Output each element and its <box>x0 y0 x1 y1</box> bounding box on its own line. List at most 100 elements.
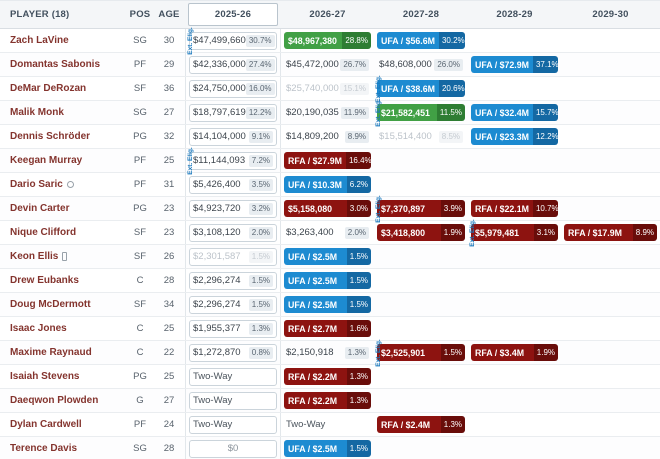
table-row: Doug McDermott SF 34 $2,296,274 1.5% UFA / $2… <box>0 293 660 317</box>
column-header-pos[interactable]: POS <box>127 1 153 28</box>
player-name[interactable]: Zach LaVine <box>10 35 69 46</box>
season-cell-2028-29: UFA / $32.4M 15.7% <box>468 101 561 124</box>
season-cell-2025-26: $2,301,587 1.5% <box>185 245 281 268</box>
cap-percentage-badge: 7.2% <box>248 154 273 167</box>
cap-percentage: 10.7% <box>532 200 558 217</box>
column-header-label: 2026-27 <box>309 9 346 20</box>
cap-percentage: 1.6% <box>346 320 371 337</box>
season-cell-2026-27: Two-Way <box>281 413 374 436</box>
season-cell-2027-28: $3,418,800 1.9% <box>374 221 468 244</box>
rfa-pill: RFA / $3.4M 1.9% <box>471 344 558 361</box>
player-cell: Maxime Raynaud <box>0 341 127 364</box>
note-icon[interactable] <box>66 181 74 188</box>
salary-box: $11,144,093 7.2% <box>189 151 277 170</box>
cap-percentage-badge: 1.5% <box>248 274 273 287</box>
player-name[interactable]: Domantas Sabonis <box>10 59 101 70</box>
season-cell-2025-26: $2,296,274 1.5% <box>185 293 281 316</box>
season-cell-2028-29: RFA / $3.4M 1.9% <box>468 341 561 364</box>
player-cell: Dennis Schröder <box>0 125 127 148</box>
column-header-player[interactable]: PLAYER (18) <box>0 1 127 28</box>
player-name[interactable]: Dennis Schröder <box>10 131 91 142</box>
position-cell: SG <box>127 437 153 459</box>
season-cell-2028-29: RFA / $22.1M 10.7% <box>468 197 561 220</box>
salary-amount: $2,301,587 <box>193 251 241 262</box>
column-header-2028-29[interactable]: 2028-29 <box>468 1 561 28</box>
age-cell: 36 <box>153 77 185 100</box>
two-way-label: Two-Way <box>193 419 233 430</box>
position-label: SG <box>133 443 147 454</box>
column-header-2027-28[interactable]: 2027-28 <box>374 1 468 28</box>
cap-percentage-badge: 11.9% <box>340 106 369 119</box>
ufa-pill: UFA / $23.3M 12.2% <box>471 128 558 145</box>
season-cell-2026-27: RFA / $2.2M 1.3% <box>281 365 374 388</box>
salary-value: Two-Way <box>284 419 371 430</box>
salary-value: $3,263,400 2.0% <box>284 226 371 239</box>
player-name[interactable]: Dylan Cardwell <box>10 419 82 430</box>
position-cell: SF <box>127 77 153 100</box>
player-name[interactable]: Malik Monk <box>10 107 64 118</box>
salary-amount: $2,296,274 <box>193 275 241 286</box>
player-name[interactable]: Devin Carter <box>10 203 70 214</box>
player-cell: DeMar DeRozan <box>0 77 127 100</box>
age-cell: 30 <box>153 29 185 52</box>
player-name[interactable]: Doug McDermott <box>10 299 91 310</box>
season-cell-2028-29 <box>468 269 561 292</box>
salary-amount: $4,923,720 <box>193 203 241 214</box>
column-header-2026-27[interactable]: 2026-27 <box>281 1 374 28</box>
salary-box: $18,797,619 12.2% <box>189 103 277 122</box>
player-name[interactable]: DeMar DeRozan <box>10 83 87 94</box>
player-name[interactable]: Drew Eubanks <box>10 275 79 286</box>
contract-amount: $21,582,451 <box>377 104 437 121</box>
contract-amount: RFA / $2.2M <box>284 368 347 385</box>
team-option-pill: $3,418,800 1.9% <box>377 224 465 241</box>
table-row: Keon Ellis SF 26 $2,301,587 1.5% UFA / $2.5M 1… <box>0 245 660 269</box>
phone-icon[interactable] <box>62 252 68 261</box>
cap-percentage-badge: 8.5% <box>438 130 463 143</box>
player-name[interactable]: Maxime Raynaud <box>10 347 92 358</box>
cap-percentage-badge: 12.2% <box>245 106 275 119</box>
column-header-2025-26[interactable]: 2025-26 <box>185 1 281 28</box>
season-cell-2027-28 <box>374 173 468 196</box>
season-cell-2027-28 <box>374 293 468 316</box>
cap-percentage-badge: 26.7% <box>340 58 369 71</box>
player-cell: Nique Clifford <box>0 221 127 244</box>
table-body: Zach LaVine SG 30 Ext. Elig. $47,499,660 30.7… <box>0 27 660 459</box>
cap-percentage: 15.7% <box>532 104 558 121</box>
salary-amount: $25,740,000 <box>286 83 339 94</box>
season-cell-2026-27: $25,740,000 15.1% <box>281 77 374 100</box>
player-name[interactable]: Dario Saric <box>10 179 63 190</box>
age-cell: 25 <box>153 365 185 388</box>
season-cell-2025-26: $5,426,400 3.5% <box>185 173 281 196</box>
column-header-age[interactable]: AGE <box>153 1 185 28</box>
age-label: 27 <box>163 107 175 118</box>
player-name[interactable]: Keegan Murray <box>10 155 83 166</box>
season-cell-2029-30 <box>561 29 660 52</box>
age-cell: 28 <box>153 437 185 459</box>
salary-amount: $0 <box>227 443 239 454</box>
cap-percentage: 1.3% <box>440 416 465 433</box>
table-header-row: PLAYER (18) POS AGE 2025-26 2026-27 2027-28 20… <box>0 1 660 29</box>
player-name[interactable]: Keon Ellis <box>10 251 59 262</box>
column-header-label: 2028-29 <box>496 9 533 20</box>
table-row: Isaac Jones C 25 $1,955,377 1.3% RFA / $2.7M 1… <box>0 317 660 341</box>
player-name[interactable]: Isaac Jones <box>10 323 67 334</box>
cap-percentage: 1.5% <box>346 296 371 313</box>
rfa-pill: RFA / $22.1M 10.7% <box>471 200 558 217</box>
player-name[interactable]: Daeqwon Plowden <box>10 395 99 406</box>
cap-percentage-badge: 3.2% <box>248 202 273 215</box>
rfa-pill: RFA / $27.9M 16.4% <box>284 152 371 169</box>
player-cell: Isaiah Stevens <box>0 365 127 388</box>
player-name[interactable]: Isaiah Stevens <box>10 371 80 382</box>
salary-value: $45,472,000 26.7% <box>284 58 371 71</box>
salary-value: $48,608,000 26.0% <box>377 58 465 71</box>
season-cell-2029-30 <box>561 125 660 148</box>
salary-value: $15,514,400 8.5% <box>377 130 465 143</box>
salary-amount: $3,263,400 <box>286 227 334 238</box>
season-cell-2027-28: UFA / $56.6M 30.2% <box>374 29 468 52</box>
column-header-2029-30[interactable]: 2029-30 <box>561 1 660 28</box>
player-name[interactable]: Terence Davis <box>10 443 78 454</box>
age-label: 27 <box>163 395 175 406</box>
salary-amount: $47,499,660 <box>193 35 246 46</box>
player-name[interactable]: Nique Clifford <box>10 227 77 238</box>
